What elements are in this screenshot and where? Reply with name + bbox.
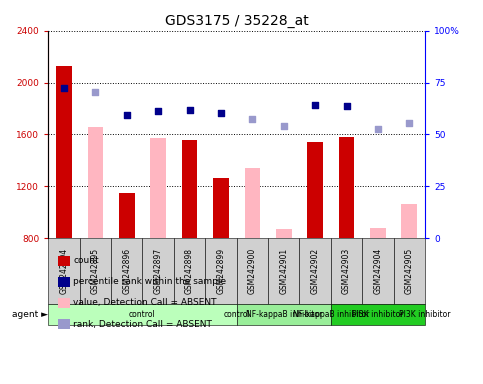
Point: [374, 126, 382, 132]
Point: [155, 108, 162, 114]
Bar: [307, 142, 323, 238]
Text: GSM242896: GSM242896: [122, 248, 131, 294]
Bar: [370, 228, 386, 238]
Point: [92, 89, 99, 95]
Text: GSM242902: GSM242902: [311, 248, 320, 294]
Text: count: count: [73, 256, 99, 265]
Text: GSM242894: GSM242894: [59, 248, 69, 294]
Point: [185, 107, 193, 113]
Text: GSM242900: GSM242900: [248, 248, 257, 295]
Bar: [276, 229, 292, 238]
Text: NF-kappaB inhibitor: NF-kappaB inhibitor: [293, 310, 369, 319]
Bar: [87, 127, 103, 238]
Bar: [299, 238, 331, 305]
Bar: [237, 305, 331, 325]
Bar: [237, 238, 268, 305]
Text: GSM242897: GSM242897: [154, 248, 163, 294]
Text: GSM242901: GSM242901: [279, 248, 288, 294]
Text: rank, Detection Call = ABSENT: rank, Detection Call = ABSENT: [73, 319, 213, 329]
Text: GSM242903: GSM242903: [342, 248, 351, 295]
Point: [249, 116, 256, 122]
Point: [123, 112, 130, 118]
Bar: [394, 238, 425, 305]
Bar: [331, 238, 362, 305]
Bar: [205, 238, 237, 305]
Text: GSM242905: GSM242905: [405, 248, 414, 295]
Text: control: control: [223, 310, 250, 319]
Text: value, Detection Call = ABSENT: value, Detection Call = ABSENT: [73, 298, 217, 308]
Bar: [213, 179, 229, 238]
Bar: [331, 305, 425, 325]
Text: GSM242899: GSM242899: [216, 248, 226, 294]
Bar: [142, 238, 174, 305]
Bar: [48, 238, 80, 305]
Text: GSM242904: GSM242904: [373, 248, 383, 295]
Text: percentile rank within the sample: percentile rank within the sample: [73, 277, 227, 286]
Bar: [362, 238, 394, 305]
Title: GDS3175 / 35228_at: GDS3175 / 35228_at: [165, 14, 309, 28]
Point: [280, 123, 288, 129]
Text: PI3K inhibitor: PI3K inhibitor: [352, 310, 404, 319]
Bar: [182, 140, 198, 238]
Bar: [244, 168, 260, 238]
Text: control: control: [129, 310, 156, 319]
Text: NF-kappaB inhibitor: NF-kappaB inhibitor: [245, 310, 322, 319]
Bar: [119, 193, 135, 238]
Bar: [401, 204, 417, 238]
Bar: [268, 238, 299, 305]
Point: [217, 110, 225, 116]
Bar: [56, 66, 72, 238]
Point: [343, 103, 351, 109]
Bar: [174, 238, 205, 305]
Text: GSM242895: GSM242895: [91, 248, 100, 294]
Bar: [111, 238, 142, 305]
Bar: [339, 137, 355, 238]
Text: PI3K inhibitor: PI3K inhibitor: [399, 310, 451, 319]
Point: [312, 101, 319, 108]
Point: [406, 120, 413, 126]
Bar: [150, 137, 166, 238]
Text: agent ►: agent ►: [12, 310, 48, 319]
Bar: [48, 305, 237, 325]
Text: GSM242898: GSM242898: [185, 248, 194, 294]
Bar: [80, 238, 111, 305]
Point: [60, 84, 68, 91]
